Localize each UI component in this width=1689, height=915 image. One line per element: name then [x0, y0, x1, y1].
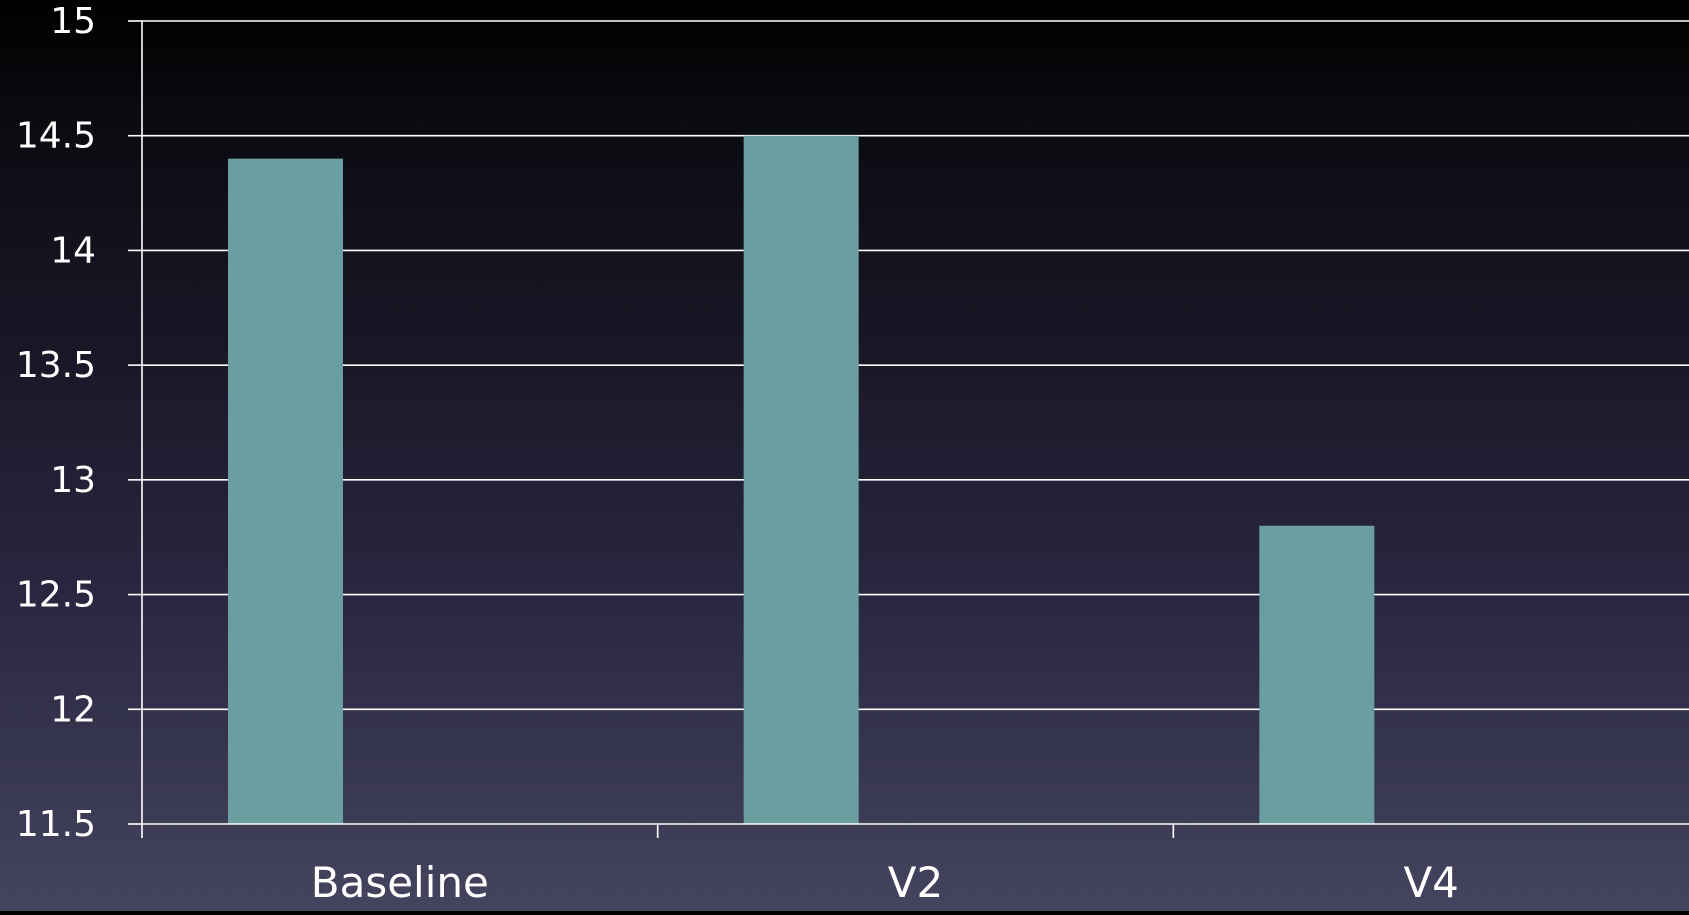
x-tick-labels: Baseline V2 V4 — [311, 858, 1459, 907]
y-tick-label: 13.5 — [16, 345, 96, 386]
bar-baseline — [228, 158, 343, 824]
y-tick-label: 12.5 — [16, 575, 96, 616]
bar-v2 — [743, 135, 859, 824]
y-tick-label: 13 — [50, 460, 96, 501]
y-tick-label: 12 — [50, 689, 96, 730]
y-tick-label: 14.5 — [16, 116, 96, 157]
y-tick-label: 14 — [50, 230, 96, 271]
x-tick-label: Baseline — [311, 858, 489, 907]
x-tick-label: V4 — [1403, 858, 1458, 907]
gridlines — [142, 20, 1689, 711]
bars — [228, 135, 1375, 824]
axes — [128, 20, 1689, 838]
x-tick-label: V2 — [888, 858, 943, 907]
y-tick-label: 15 — [50, 1, 96, 42]
y-tick-labels: 11.5 12 12.5 13 13.5 14 14.5 15 — [16, 1, 96, 845]
y-tick-label: 11.5 — [16, 804, 96, 845]
bar-v4 — [1259, 525, 1375, 824]
